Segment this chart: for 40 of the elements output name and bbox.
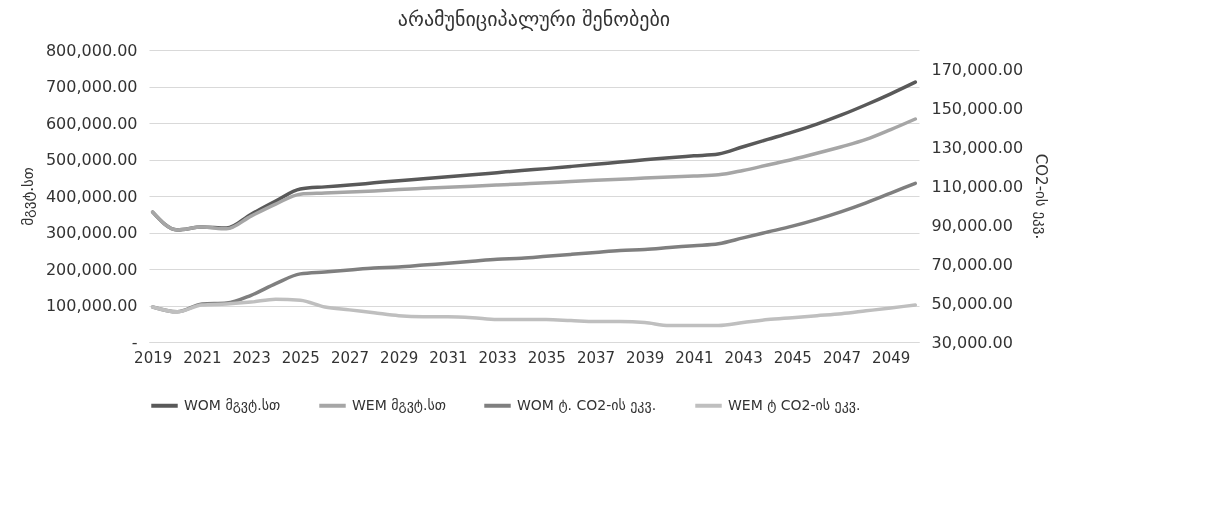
y-tick-label: 100,000.00 — [45, 296, 138, 315]
line-series — [150, 117, 918, 232]
x-tick-label: 2033 — [478, 348, 517, 367]
x-tick-label: 2043 — [724, 348, 763, 367]
y-tick-label: 400,000.00 — [45, 186, 138, 206]
x-tick-label: 2035 — [527, 348, 566, 367]
y-tick-label: 500,000.00 — [45, 150, 138, 169]
y2-tick-label: 90,000.00 — [931, 215, 1013, 235]
x-tick-label: 2049 — [872, 348, 911, 367]
y-tick-label: 700,000.00 — [45, 77, 138, 96]
x-tick-label: 2031 — [429, 348, 468, 367]
line-series — [150, 297, 918, 328]
x-tick-label: 2039 — [626, 348, 665, 367]
x-tick-label: 2025 — [281, 348, 320, 367]
legend-label: WOM ტ. CO2-ის ეკვ. — [517, 396, 657, 413]
y2-tick-label: 150,000.00 — [931, 98, 1024, 118]
x-tick-label: 2021 — [183, 348, 222, 367]
x-tick-label: 2037 — [576, 348, 616, 367]
y2-tick-label: 30,000.00 — [931, 332, 1013, 352]
y-tick-label: 600,000.00 — [45, 113, 138, 133]
x-tick-label: 2047 — [822, 348, 862, 367]
y2-tick-label: 70,000.00 — [931, 254, 1013, 274]
x-tick-label: 2029 — [380, 348, 419, 367]
y-tick-label: 200,000.00 — [45, 259, 138, 279]
x-tick-label: 2027 — [330, 348, 370, 367]
y-axis-title: მგვტ.სთ — [18, 167, 37, 226]
y-tick-label: 300,000.00 — [45, 223, 138, 242]
legend-label: WEM მგვტ.სთ — [352, 396, 446, 413]
y2-tick-label: 50,000.00 — [931, 293, 1013, 313]
x-tick-label: 2041 — [675, 348, 714, 367]
y2-tick-label: 130,000.00 — [931, 137, 1024, 157]
x-tick-label: 2045 — [773, 348, 812, 367]
y-tick-label: 800,000.00 — [45, 40, 138, 60]
y2-tick-label: 110,000.00 — [931, 176, 1024, 196]
legend-label: WOM მგვტ.სთ — [184, 396, 281, 413]
chart-title: არამუნიციპალური შენობები — [397, 7, 671, 31]
legend-label: WEM ტ CO2-ის ეკვ. — [728, 396, 861, 413]
x-tick-label: 2023 — [232, 348, 271, 367]
y2-axis-title: CO2-ის ეკვ. — [1032, 153, 1051, 240]
y2-tick-label: 170,000.00 — [931, 59, 1024, 79]
